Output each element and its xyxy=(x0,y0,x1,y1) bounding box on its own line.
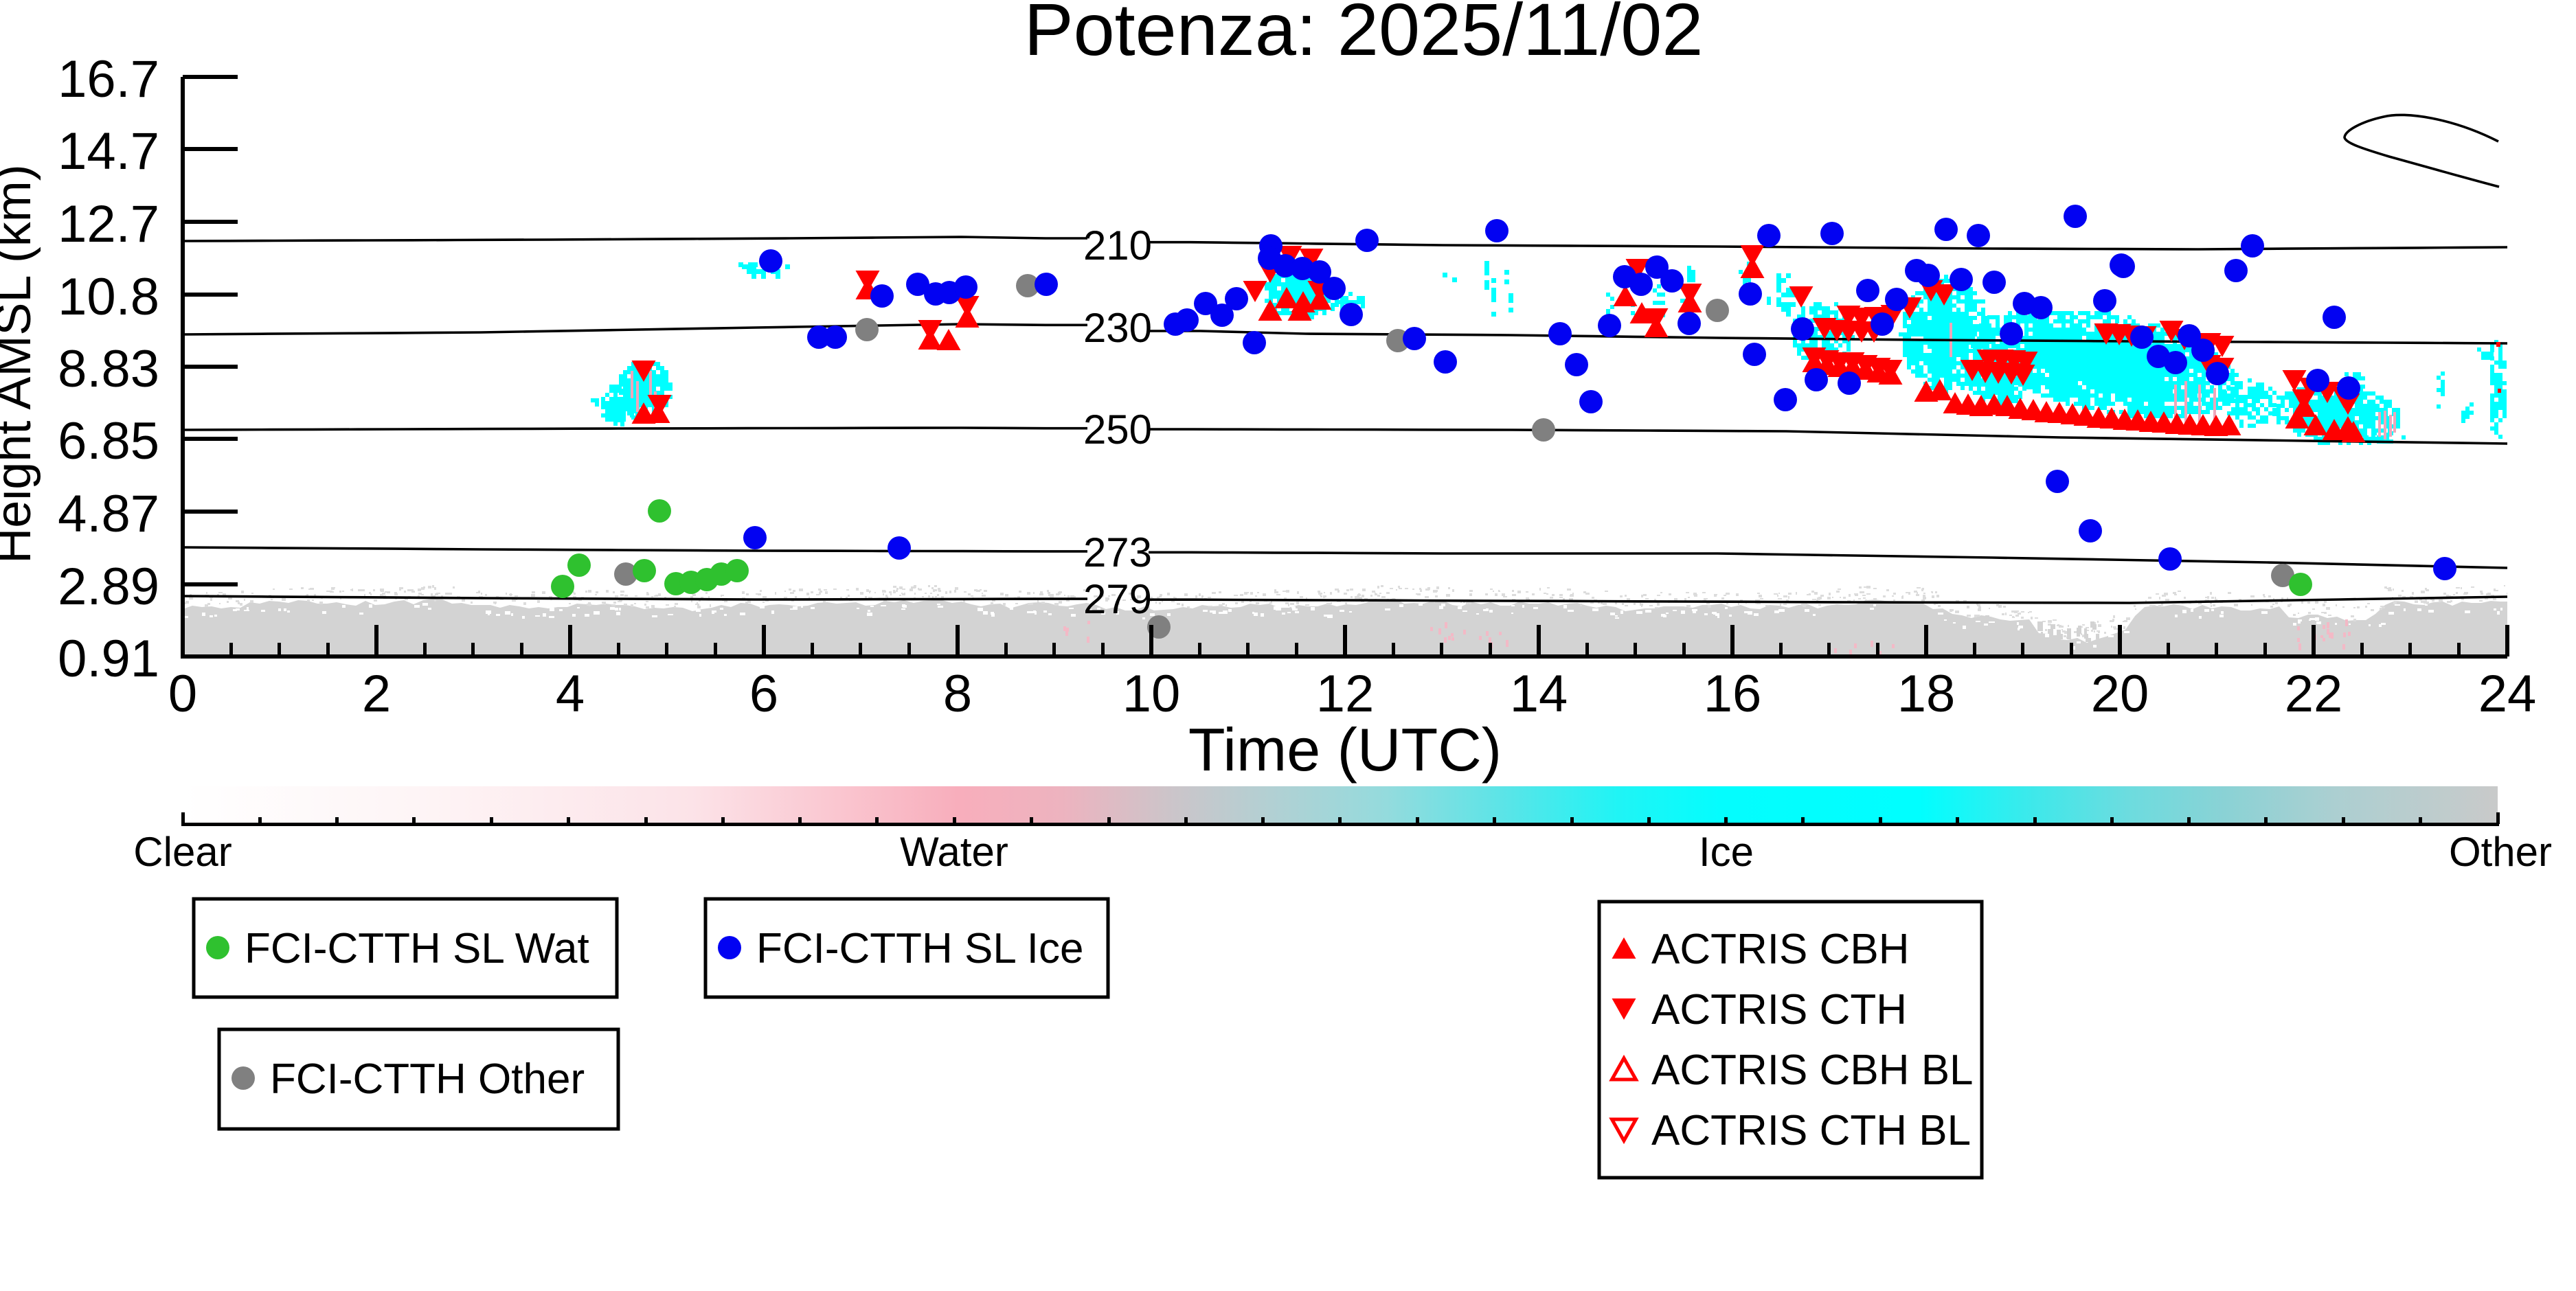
svg-text:6.85: 6.85 xyxy=(58,412,159,470)
svg-text:4: 4 xyxy=(556,665,585,723)
svg-text:Other: Other xyxy=(2449,829,2552,875)
svg-text:0.91: 0.91 xyxy=(58,630,159,688)
svg-text:Potenza: 2025/11/02: Potenza: 2025/11/02 xyxy=(1024,0,1704,71)
svg-text:ACTRIS CBH BL: ACTRIS CBH BL xyxy=(1651,1047,1974,1094)
svg-text:279: 279 xyxy=(1083,576,1152,622)
svg-text:0: 0 xyxy=(168,665,197,723)
svg-text:16: 16 xyxy=(1704,665,1762,723)
svg-text:Height AMSL (km): Height AMSL (km) xyxy=(0,164,41,563)
svg-text:230: 230 xyxy=(1083,305,1152,351)
svg-text:210: 210 xyxy=(1083,222,1152,269)
svg-text:10: 10 xyxy=(1122,665,1181,723)
svg-text:Ice: Ice xyxy=(1699,829,1754,875)
svg-text:Time (UTC): Time (UTC) xyxy=(1188,716,1502,784)
svg-text:FCI-CTTH SL Wat: FCI-CTTH SL Wat xyxy=(245,925,589,972)
svg-text:2: 2 xyxy=(362,665,391,723)
svg-text:20: 20 xyxy=(2091,665,2149,723)
svg-text:24: 24 xyxy=(2478,665,2537,723)
svg-text:16.7: 16.7 xyxy=(58,50,159,108)
svg-text:2.89: 2.89 xyxy=(58,558,159,616)
svg-text:8: 8 xyxy=(943,665,972,723)
svg-text:Clear: Clear xyxy=(133,829,231,875)
svg-text:14: 14 xyxy=(1510,665,1568,723)
svg-text:Water: Water xyxy=(900,829,1008,875)
svg-text:18: 18 xyxy=(1897,665,1956,723)
svg-text:12: 12 xyxy=(1316,665,1375,723)
svg-text:8.83: 8.83 xyxy=(58,340,159,398)
svg-text:22: 22 xyxy=(2285,665,2343,723)
svg-text:6: 6 xyxy=(749,665,778,723)
svg-text:ACTRIS CTH: ACTRIS CTH xyxy=(1651,986,1907,1033)
svg-text:ACTRIS CTH BL: ACTRIS CTH BL xyxy=(1651,1107,1971,1154)
svg-text:FCI-CTTH SL Ice: FCI-CTTH SL Ice xyxy=(756,925,1084,972)
svg-text:4.87: 4.87 xyxy=(58,485,159,543)
svg-text:250: 250 xyxy=(1083,407,1152,453)
svg-text:ACTRIS CBH: ACTRIS CBH xyxy=(1651,926,1909,973)
svg-text:FCI-CTTH Other: FCI-CTTH Other xyxy=(270,1055,585,1103)
svg-text:273: 273 xyxy=(1083,529,1152,575)
svg-text:10.8: 10.8 xyxy=(58,268,159,326)
svg-text:12.7: 12.7 xyxy=(58,195,159,253)
svg-text:14.7: 14.7 xyxy=(58,122,159,181)
